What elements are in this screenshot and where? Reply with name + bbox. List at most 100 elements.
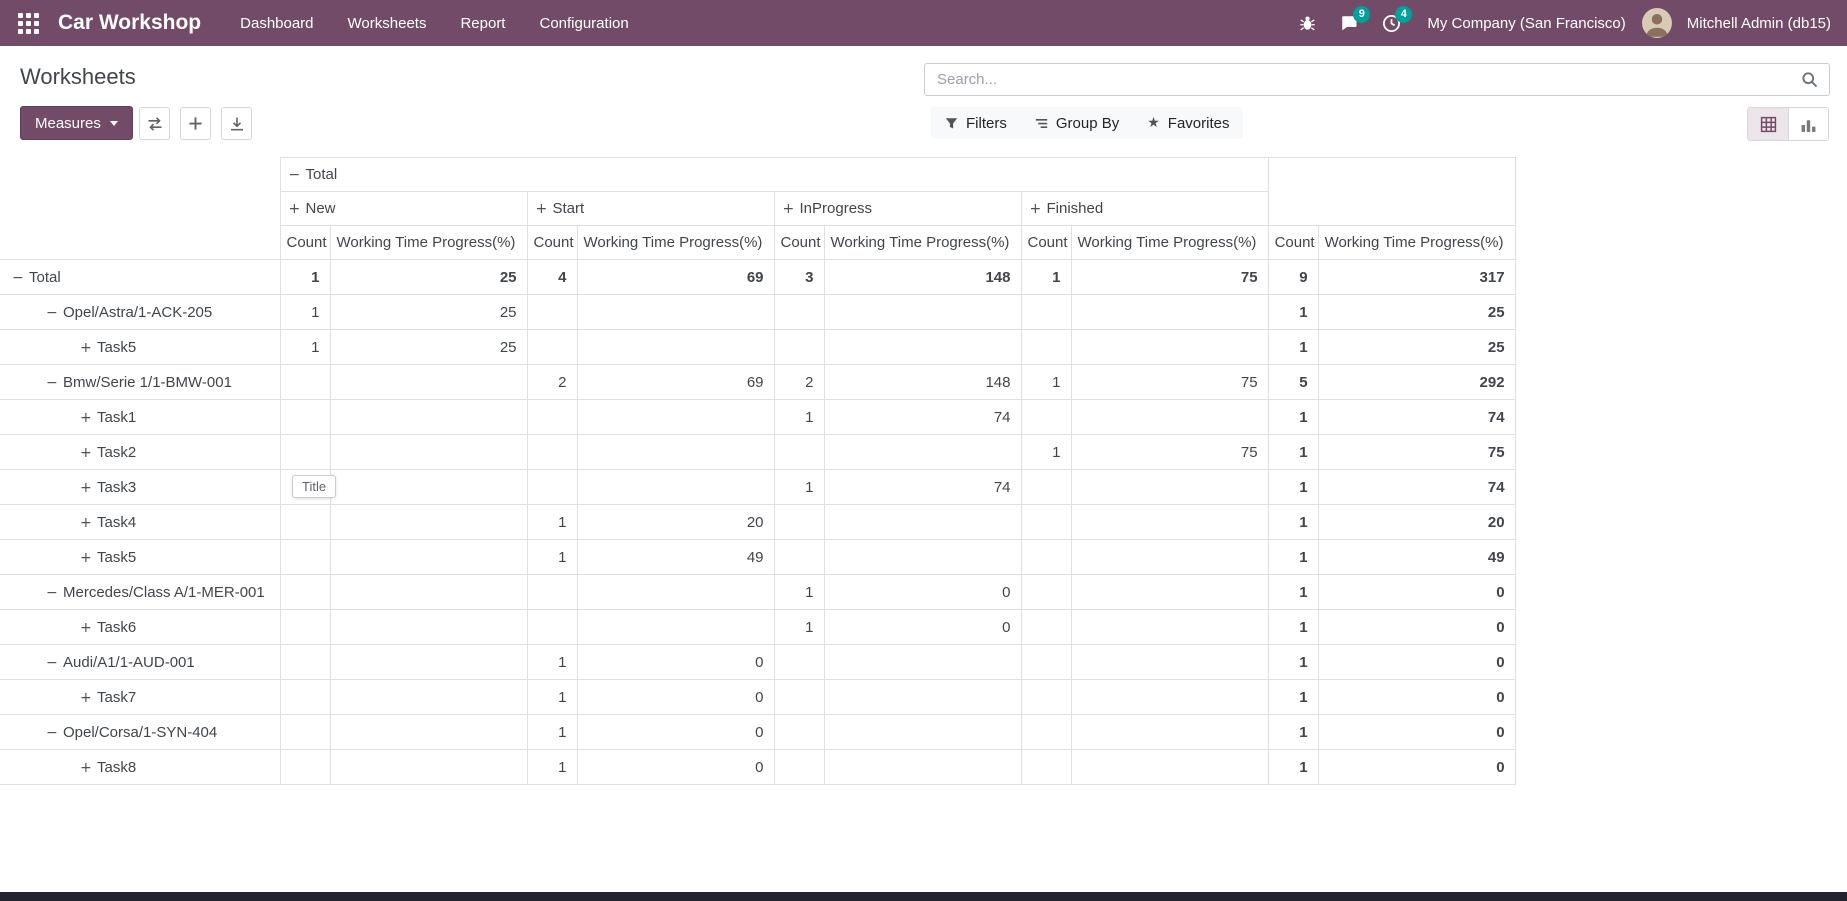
pivot-cell[interactable]: 69 [576, 364, 775, 400]
pivot-cell[interactable] [773, 714, 825, 750]
row-header-task3[interactable]: + Task3 [0, 469, 281, 505]
pivot-view-button[interactable] [1748, 108, 1788, 140]
pivot-cell[interactable]: 1 [1267, 469, 1319, 505]
pivot-cell[interactable]: 25 [1317, 294, 1516, 330]
pivot-cell[interactable]: 20 [576, 504, 775, 540]
measure-header-progress[interactable]: Working Time Progress(%) [576, 225, 775, 260]
pivot-cell[interactable] [1070, 469, 1269, 505]
pivot-cell[interactable] [526, 399, 578, 435]
pivot-cell[interactable] [329, 749, 528, 785]
pivot-cell[interactable] [823, 539, 1022, 575]
pivot-cell[interactable]: 4 [526, 259, 578, 295]
pivot-cell[interactable] [329, 469, 528, 505]
pivot-cell[interactable]: 1 [279, 329, 331, 365]
pivot-cell[interactable]: 1 [1020, 259, 1072, 295]
pivot-cell[interactable]: 2 [773, 364, 825, 400]
pivot-cell[interactable]: 1 [1267, 749, 1319, 785]
pivot-cell[interactable]: 0 [1317, 749, 1516, 785]
pivot-cell[interactable] [279, 679, 331, 715]
col-group-total[interactable]: − Total [279, 157, 1269, 192]
measure-header-count[interactable]: Count [526, 225, 578, 260]
pivot-cell[interactable] [1070, 714, 1269, 750]
measures-button[interactable]: Measures [20, 106, 133, 140]
pivot-cell[interactable] [279, 714, 331, 750]
pivot-cell[interactable] [1020, 749, 1072, 785]
pivot-cell[interactable]: 25 [1317, 329, 1516, 365]
nav-item-report[interactable]: Report [460, 14, 506, 32]
flip-axis-button[interactable] [139, 107, 170, 140]
pivot-cell[interactable]: 49 [576, 539, 775, 575]
pivot-cell[interactable] [773, 294, 825, 330]
pivot-cell[interactable]: 0 [823, 574, 1022, 610]
pivot-cell[interactable] [279, 749, 331, 785]
pivot-cell[interactable] [1020, 329, 1072, 365]
pivot-cell[interactable] [1020, 679, 1072, 715]
company-switcher[interactable]: My Company (San Francisco) [1427, 14, 1626, 32]
pivot-cell[interactable]: 1 [1267, 434, 1319, 470]
pivot-cell[interactable]: 75 [1070, 364, 1269, 400]
search-button[interactable] [1789, 64, 1829, 95]
pivot-cell[interactable] [279, 644, 331, 680]
pivot-cell[interactable] [823, 329, 1022, 365]
pivot-cell[interactable]: 0 [823, 609, 1022, 645]
pivot-cell[interactable] [279, 539, 331, 575]
pivot-cell[interactable]: 0 [576, 714, 775, 750]
nav-item-configuration[interactable]: Configuration [539, 14, 629, 32]
pivot-cell[interactable] [823, 434, 1022, 470]
pivot-cell[interactable] [279, 504, 331, 540]
row-header-task5[interactable]: + Task5 [0, 539, 281, 575]
row-header-mercedes-class-a-1-mer-001[interactable]: − Mercedes/Class A/1-MER-001 [0, 574, 281, 610]
pivot-cell[interactable] [823, 644, 1022, 680]
messages-button[interactable]: 9 [1331, 5, 1371, 41]
pivot-cell[interactable]: 292 [1317, 364, 1516, 400]
pivot-cell[interactable]: 1 [1267, 574, 1319, 610]
pivot-cell[interactable]: 1 [1267, 644, 1319, 680]
pivot-cell[interactable] [526, 574, 578, 610]
pivot-cell[interactable] [279, 399, 331, 435]
pivot-cell[interactable]: 148 [823, 259, 1022, 295]
pivot-cell[interactable] [1070, 574, 1269, 610]
pivot-cell[interactable]: 25 [329, 294, 528, 330]
favorites-button[interactable]: ★ Favorites [1133, 107, 1243, 139]
pivot-cell[interactable] [329, 504, 528, 540]
pivot-cell[interactable] [279, 609, 331, 645]
pivot-cell[interactable] [279, 364, 331, 400]
pivot-cell[interactable] [576, 294, 775, 330]
pivot-cell[interactable] [773, 539, 825, 575]
pivot-cell[interactable] [576, 399, 775, 435]
pivot-cell[interactable] [576, 469, 775, 505]
pivot-cell[interactable] [823, 504, 1022, 540]
pivot-cell[interactable] [526, 609, 578, 645]
download-xlsx-button[interactable] [221, 107, 252, 140]
avatar[interactable] [1641, 8, 1672, 38]
row-header-task8[interactable]: + Task8 [0, 749, 281, 785]
pivot-cell[interactable]: 74 [823, 399, 1022, 435]
pivot-cell[interactable]: 0 [1317, 679, 1516, 715]
pivot-cell[interactable] [1020, 294, 1072, 330]
row-header-task2[interactable]: + Task2 [0, 434, 281, 470]
pivot-cell[interactable] [773, 749, 825, 785]
pivot-cell[interactable]: 75 [1070, 259, 1269, 295]
activities-button[interactable]: 4 [1373, 5, 1413, 41]
col-group-inprogress[interactable]: + InProgress [773, 191, 1022, 226]
pivot-cell[interactable] [279, 434, 331, 470]
pivot-cell[interactable] [773, 329, 825, 365]
pivot-cell[interactable] [773, 679, 825, 715]
pivot-cell[interactable]: 3 [773, 259, 825, 295]
row-header-task1[interactable]: + Task1 [0, 399, 281, 435]
pivot-cell[interactable]: 0 [1317, 609, 1516, 645]
nav-item-dashboard[interactable]: Dashboard [240, 14, 314, 32]
pivot-cell[interactable] [526, 469, 578, 505]
pivot-cell[interactable]: 1 [279, 259, 331, 295]
pivot-cell[interactable]: 1 [1020, 364, 1072, 400]
pivot-cell[interactable] [329, 539, 528, 575]
pivot-cell[interactable]: 20 [1317, 504, 1516, 540]
row-header-audi-a1-1-aud-001[interactable]: − Audi/A1/1-AUD-001 [0, 644, 281, 680]
row-header-bmw-serie-1-1-bmw-001[interactable]: − Bmw/Serie 1/1-BMW-001 [0, 364, 281, 400]
pivot-cell[interactable] [773, 434, 825, 470]
pivot-cell[interactable] [576, 609, 775, 645]
pivot-cell[interactable]: 9 [1267, 259, 1319, 295]
pivot-cell[interactable]: 75 [1070, 434, 1269, 470]
pivot-cell[interactable]: 1 [1267, 539, 1319, 575]
pivot-cell[interactable] [1020, 714, 1072, 750]
